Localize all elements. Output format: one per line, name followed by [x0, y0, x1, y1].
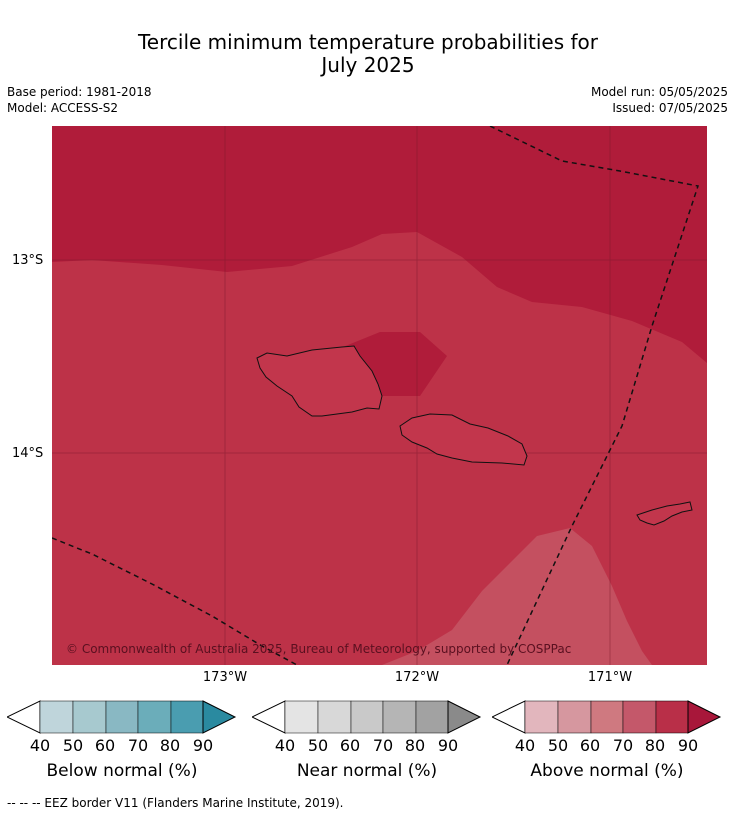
eez-border — [52, 126, 699, 665]
swatch-near-60 — [350, 700, 384, 734]
lon-label-173w: 173°W — [202, 670, 248, 685]
swatch-above-80 — [655, 700, 689, 734]
tick-above-50: 50 — [547, 736, 569, 755]
region-above-90-island — [338, 332, 447, 396]
colorbar-above-swatches — [490, 700, 722, 734]
tick-near-50: 50 — [307, 736, 329, 755]
lat-label-14s: 14°S — [12, 446, 44, 461]
swatch-near-70 — [382, 700, 417, 734]
colorbar-below-swatches — [5, 700, 237, 734]
colorbar-above-min-arrow — [490, 700, 526, 734]
colorbar-above-label: Above normal (%) — [530, 761, 684, 781]
lat-label-13s: 13°S — [12, 253, 44, 268]
tick-below-40: 40 — [29, 736, 51, 755]
tick-above-40: 40 — [514, 736, 536, 755]
title-line-2: July 2025 — [321, 53, 415, 77]
tick-near-60: 60 — [339, 736, 361, 755]
issued-date: Issued: 07/05/2025 — [612, 101, 728, 115]
island-savaii — [256, 345, 383, 417]
colorbar-near-min-arrow — [250, 700, 286, 734]
tick-below-60: 60 — [94, 736, 116, 755]
title-line-1: Tercile minimum temperature probabilitie… — [137, 30, 599, 54]
base-period: Base period: 1981-2018 — [7, 85, 152, 99]
eez-footnote: -- -- -- EEZ border V11 (Flanders Marine… — [7, 796, 344, 810]
tick-above-90: 90 — [677, 736, 699, 755]
lon-label-171w: 171°W — [587, 670, 633, 685]
tick-near-90: 90 — [437, 736, 459, 755]
swatch-above-40 — [524, 700, 559, 734]
island-upolu — [399, 413, 528, 466]
tick-near-70: 70 — [372, 736, 394, 755]
swatch-near-40 — [284, 700, 319, 734]
meta-left: Base period: 1981-2018 Model: ACCESS-S2 — [7, 84, 152, 116]
colorbar-below-min-arrow — [5, 700, 41, 734]
map-title: Tercile minimum temperature probabilitie… — [0, 31, 736, 77]
tick-above-60: 60 — [579, 736, 601, 755]
tick-near-40: 40 — [274, 736, 296, 755]
tick-below-70: 70 — [127, 736, 149, 755]
colorbar-near-normal: 40 50 60 70 80 90 Near normal (%) — [250, 700, 482, 781]
colorbar-above-normal: 40 50 60 70 80 90 Above normal (%) — [490, 700, 722, 781]
colorbar-below-max-arrow — [202, 700, 237, 734]
swatch-above-50 — [557, 700, 592, 734]
meta-right: Model run: 05/05/2025 Issued: 07/05/2025 — [591, 84, 728, 116]
swatch-below-80 — [170, 700, 204, 734]
model-name: Model: ACCESS-S2 — [7, 101, 119, 115]
model-run: Model run: 05/05/2025 — [590, 85, 728, 99]
colorbar-near-swatches — [250, 700, 482, 734]
swatch-below-40 — [39, 700, 74, 734]
colorbar-above-max-arrow — [687, 700, 722, 734]
graticule — [52, 126, 707, 665]
colorbar-near-max-arrow — [447, 700, 482, 734]
tick-below-90: 90 — [192, 736, 214, 755]
swatch-above-60 — [590, 700, 624, 734]
colorbar-near-label: Near normal (%) — [296, 761, 438, 781]
map-panel: © Commonwealth of Australia 2025, Bureau… — [52, 126, 707, 665]
swatch-near-80 — [415, 700, 449, 734]
lon-label-172w: 172°W — [394, 670, 440, 685]
tick-above-80: 80 — [644, 736, 666, 755]
swatch-near-50 — [317, 700, 352, 734]
swatch-below-60 — [105, 700, 139, 734]
colorbar-below-label: Below normal (%) — [46, 761, 198, 781]
tick-near-80: 80 — [404, 736, 426, 755]
island-tutuila — [636, 501, 693, 526]
tick-below-80: 80 — [159, 736, 181, 755]
copyright-notice: © Commonwealth of Australia 2025, Bureau… — [66, 642, 571, 656]
tick-below-50: 50 — [62, 736, 84, 755]
swatch-below-50 — [72, 700, 107, 734]
swatch-below-70 — [137, 700, 172, 734]
colorbar-below-normal: 40 50 60 70 80 90 Below normal (%) — [5, 700, 237, 781]
region-above-70 — [382, 528, 652, 665]
swatch-above-70 — [622, 700, 657, 734]
islands — [256, 345, 693, 526]
tick-above-70: 70 — [612, 736, 634, 755]
